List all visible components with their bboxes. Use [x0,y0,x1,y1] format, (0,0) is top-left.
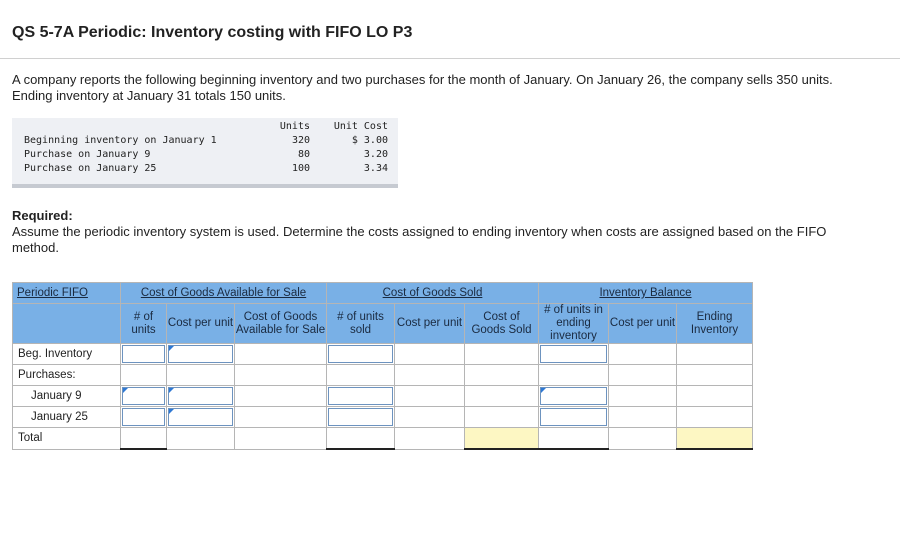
total-cogas-cell [234,427,327,450]
input-box[interactable] [540,387,607,405]
group-cogas-header: Cost of Goods Available for Sale [120,282,327,304]
row-label-total: Total [12,427,121,450]
beg-cost-per-unit-ending-cell [608,343,677,365]
col-ending-inventory-header: Ending Inventory [676,303,753,344]
given-data-table: Units Unit Cost Beginning inventory on J… [12,118,398,188]
row-label-january-25: January 25 [12,406,121,428]
given-unit-cost-header: Unit Cost [333,121,388,132]
beg-cost-per-unit-input[interactable] [166,343,235,365]
required-text: Assume the periodic inventory system is … [12,224,827,255]
col-cost-per-unit-ending-header: Cost per unit [608,303,677,344]
jan25-ending-units-input[interactable] [538,406,609,428]
jan9-ending-units-input[interactable] [538,385,609,407]
given-row-cost: 3.20 [363,149,388,160]
beg-ending-units-input[interactable] [538,343,609,365]
beg-cogs-cell [464,343,539,365]
table-row-purchases: Purchases: [12,364,753,386]
corner-label: Periodic FIFO [12,282,121,304]
total-cost-per-unit-cell [166,427,235,450]
beg-cost-per-unit-sold-cell [394,343,465,365]
jan9-cost-per-unit-sold-cell [394,385,465,407]
total-cost-per-unit-ending-cell [608,427,677,450]
col-units-sold-header: # of units sold [326,303,395,344]
group-cogs-header: Cost of Goods Sold [326,282,539,304]
given-row-cost: $ 3.00 [351,135,388,146]
given-row-units: 80 [297,149,310,160]
input-box[interactable] [122,345,165,363]
jan25-units-input[interactable] [120,406,167,428]
input-box[interactable] [328,387,393,405]
total-units-cell [120,427,167,450]
table-row-beg-inventory: Beg. Inventory [12,343,753,365]
total-ending-inventory-cell[interactable] [676,427,753,450]
row-label-january-9: January 9 [12,385,121,407]
column-header-blank [12,303,121,344]
input-box[interactable] [122,408,165,426]
beg-units-input[interactable] [120,343,167,365]
table-row-january-9: January 9 [12,385,753,407]
col-cost-per-unit-header: Cost per unit [166,303,235,344]
fifo-worksheet: Periodic FIFO Cost of Goods Available fo… [12,282,753,450]
given-row: Purchase on January 9 80 3.20 [12,148,398,162]
input-box[interactable] [328,408,393,426]
required-heading: Required: [12,208,73,223]
beg-units-sold-input[interactable] [326,343,395,365]
jan25-units-sold-input[interactable] [326,406,395,428]
jan9-units-sold-input[interactable] [326,385,395,407]
input-box[interactable] [328,345,393,363]
row-label-beg-inventory: Beg. Inventory [12,343,121,365]
jan25-cogs-cell [464,406,539,428]
input-box[interactable] [168,387,233,405]
jan9-units-input[interactable] [120,385,167,407]
jan9-ending-inventory-cell [676,385,753,407]
page-header: QS 5-7A Periodic: Inventory costing with… [0,0,900,59]
beg-ending-inventory-cell [676,343,753,365]
total-ending-units-cell [538,427,609,450]
jan25-cogas-cell [234,406,327,428]
table-row-total: Total [12,427,753,450]
jan9-cogas-cell [234,385,327,407]
jan25-cost-per-unit-sold-cell [394,406,465,428]
required-section: Required: Assume the periodic inventory … [12,208,872,256]
col-cogs-header: Cost of Goods Sold [464,303,539,344]
input-box[interactable] [168,408,233,426]
given-header-row: Units Unit Cost [12,120,398,134]
row-label-purchases: Purchases: [12,364,121,386]
given-row-label: Purchase on January 25 [24,163,157,174]
total-units-sold-cell [326,427,395,450]
total-cost-per-unit-sold-cell [394,427,465,450]
jan9-cost-per-unit-ending-cell [608,385,677,407]
total-cogs-cell[interactable] [464,427,539,450]
column-header-row: # of units Cost per unit Cost of Goods A… [12,303,753,344]
jan25-cost-per-unit-input[interactable] [166,406,235,428]
table-row-january-25: January 25 [12,406,753,428]
given-row: Beginning inventory on January 1 320 $ 3… [12,134,398,148]
given-row-label: Purchase on January 9 [24,149,151,160]
input-box[interactable] [540,345,607,363]
page-title: QS 5-7A Periodic: Inventory costing with… [12,24,413,41]
input-box[interactable] [122,387,165,405]
given-row-units: 320 [291,135,310,146]
col-units-header: # of units [120,303,167,344]
given-row-units: 100 [291,163,310,174]
jan25-cost-per-unit-ending-cell [608,406,677,428]
input-box[interactable] [540,408,607,426]
input-box[interactable] [168,345,233,363]
jan25-ending-inventory-cell [676,406,753,428]
group-header-row: Periodic FIFO Cost of Goods Available fo… [12,282,753,304]
col-cost-per-unit-sold-header: Cost per unit [394,303,465,344]
given-row-cost: 3.34 [363,163,388,174]
given-row: Purchase on January 25 100 3.34 [12,162,398,176]
given-row-label: Beginning inventory on January 1 [24,135,217,146]
col-cogas-header: Cost of Goods Available for Sale [234,303,327,344]
jan9-cost-per-unit-input[interactable] [166,385,235,407]
beg-cogas-cell [234,343,327,365]
jan9-cogs-cell [464,385,539,407]
group-inventory-header: Inventory Balance [538,282,753,304]
given-units-header: Units [279,121,310,132]
col-ending-units-header: # of units in ending inventory [538,303,609,344]
problem-intro: A company reports the following beginnin… [12,72,833,103]
